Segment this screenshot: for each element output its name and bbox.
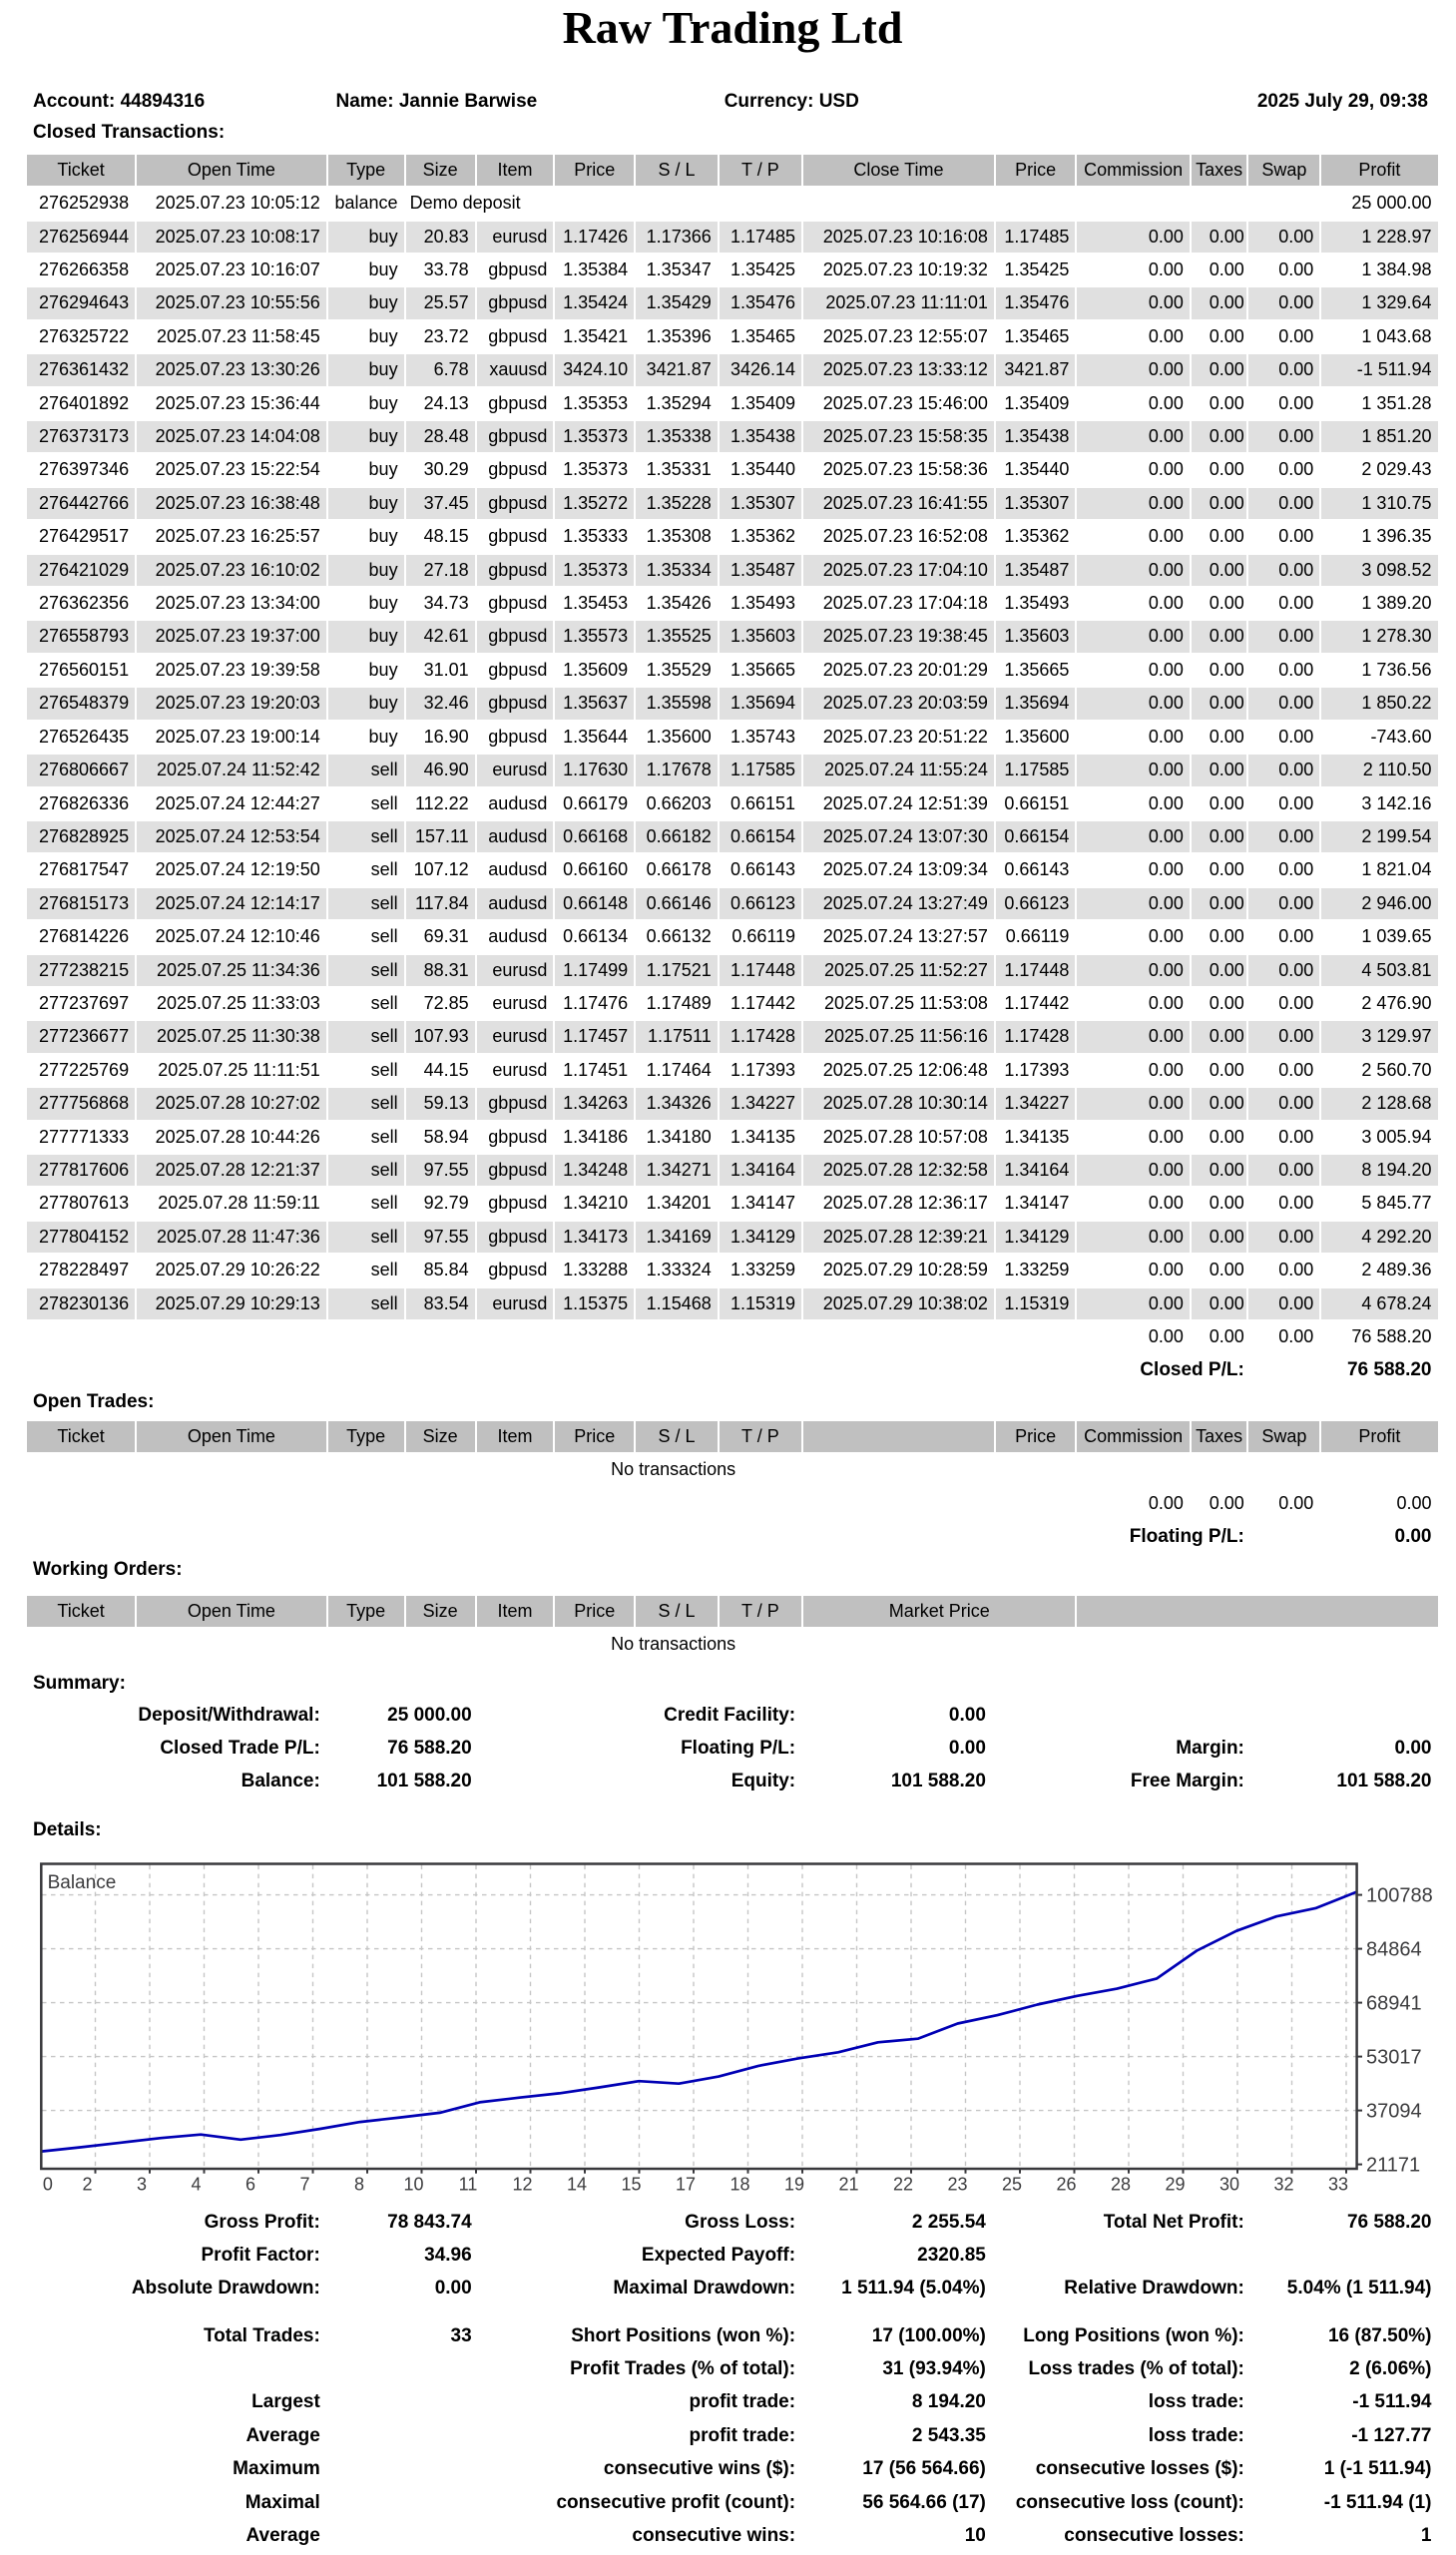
svg-text:37094: 37094 [1366,2101,1422,2123]
svg-text:4: 4 [191,2175,201,2195]
svg-text:22: 22 [893,2175,913,2195]
svg-text:6: 6 [245,2175,255,2195]
svg-text:29: 29 [1165,2175,1185,2195]
svg-text:100788: 100788 [1366,1885,1433,1907]
svg-text:10: 10 [403,2175,423,2195]
svg-text:23: 23 [947,2175,967,2195]
svg-text:84864: 84864 [1366,1939,1422,1961]
svg-text:33: 33 [1328,2175,1348,2195]
svg-text:18: 18 [729,2175,749,2195]
svg-text:32: 32 [1273,2175,1293,2195]
svg-text:12: 12 [512,2175,532,2195]
svg-text:25: 25 [1002,2175,1022,2195]
svg-text:30: 30 [1219,2175,1239,2195]
svg-text:7: 7 [299,2175,309,2195]
svg-text:8: 8 [354,2175,364,2195]
svg-text:68941: 68941 [1366,1993,1422,2015]
svg-text:28: 28 [1111,2175,1131,2195]
svg-text:15: 15 [621,2175,641,2195]
svg-text:Balance: Balance [48,1872,117,1893]
svg-text:2: 2 [82,2175,92,2195]
svg-text:11: 11 [459,2175,478,2195]
svg-text:3: 3 [137,2175,147,2195]
svg-text:53017: 53017 [1366,2047,1422,2069]
svg-text:17: 17 [676,2175,696,2195]
svg-text:21171: 21171 [1366,2155,1420,2177]
svg-text:21: 21 [838,2175,858,2195]
svg-text:19: 19 [784,2175,804,2195]
svg-text:26: 26 [1056,2175,1076,2195]
svg-text:14: 14 [567,2175,587,2195]
svg-text:0: 0 [43,2175,53,2195]
